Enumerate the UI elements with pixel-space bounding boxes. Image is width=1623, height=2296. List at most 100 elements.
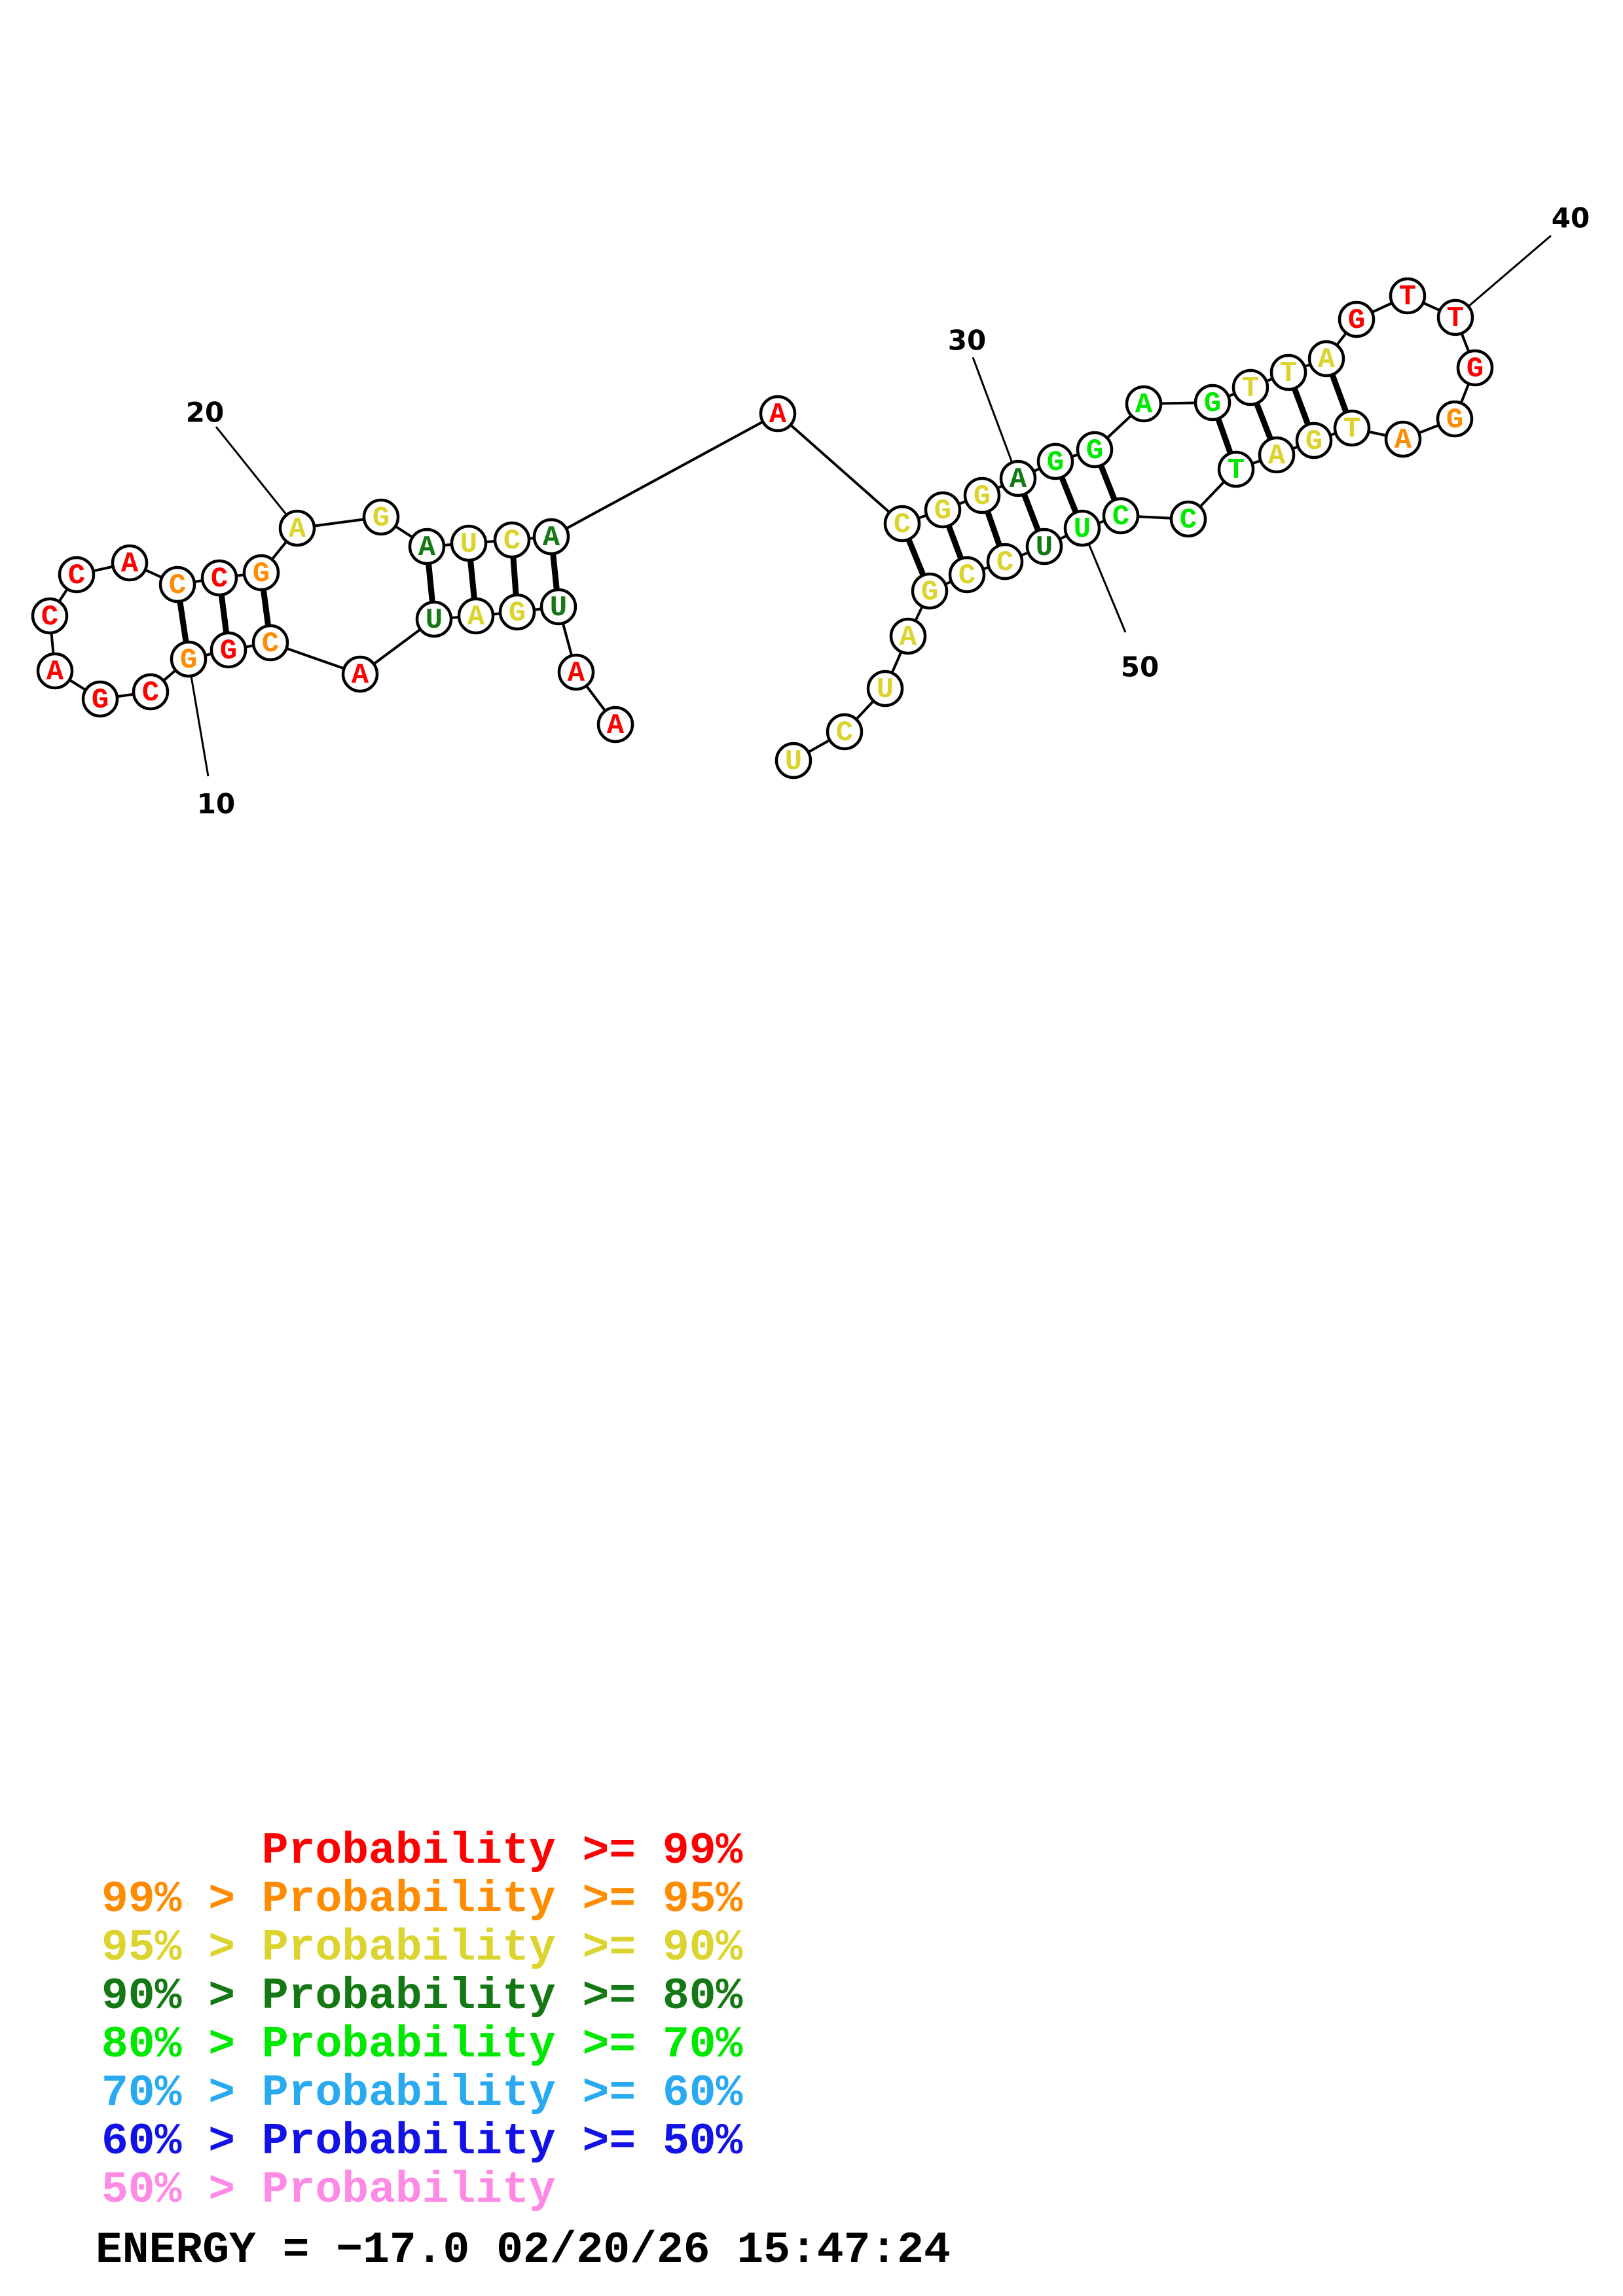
nucleotide-base: A <box>1318 344 1336 376</box>
position-label-line <box>1468 234 1552 308</box>
nucleotide-circle <box>1194 384 1231 422</box>
nucleotide-circle <box>1025 528 1063 565</box>
nucleotide-base: C <box>262 628 279 660</box>
nucleotide-circle <box>1456 349 1494 387</box>
nucleotide-circle <box>1389 277 1427 315</box>
nucleotide-base: T <box>1280 357 1297 390</box>
nucleotide-base: G <box>373 502 390 535</box>
nucleotide-base: C <box>211 563 228 596</box>
nucleotide-circle <box>889 617 927 655</box>
nucleotide-circle <box>210 631 247 669</box>
nucleotide-circle <box>1169 500 1207 538</box>
nucleotide-circle <box>81 680 119 718</box>
nucleotide-circle <box>242 554 280 592</box>
legend-row: Probability >= 99% <box>262 1826 743 1876</box>
nucleotide-base: U <box>877 673 894 706</box>
nucleotide-circle <box>450 524 488 562</box>
nucleotide-base: T <box>1343 413 1360 446</box>
sequence-position-label: 20 <box>186 397 224 429</box>
position-label-line <box>190 675 210 777</box>
nucleotide-circle <box>158 565 196 603</box>
nucleotide-base: A <box>418 531 436 564</box>
nucleotide-base: A <box>352 659 369 692</box>
energy-text: ENERGY = −17.0 02/20/26 15:47:24 <box>96 2225 951 2276</box>
nucleotide-base: T <box>1399 281 1416 314</box>
nucleotide-circle <box>1231 368 1269 406</box>
nucleotide-base: G <box>921 576 938 609</box>
nucleotide-circle <box>1125 385 1163 423</box>
nucleotide-circle <box>341 655 379 693</box>
nucleotide-circle <box>1217 450 1255 488</box>
nucleotide-circle <box>1333 409 1371 447</box>
nucleotide-base: A <box>769 399 787 431</box>
nucleotide-base: G <box>1047 446 1064 479</box>
nucleotide-circle <box>408 528 446 565</box>
nucleotide-base: G <box>509 597 526 630</box>
nucleotide-circle <box>1076 431 1114 469</box>
nucleotide-circle <box>31 597 69 635</box>
sequence-position-label: 10 <box>197 788 235 820</box>
nucleotide-base: C <box>503 525 520 558</box>
nucleotide-circle <box>826 713 864 751</box>
nucleotide-base: G <box>180 644 197 677</box>
nucleotide-base: C <box>68 560 85 592</box>
nucleotide-base: C <box>169 569 186 602</box>
probability-legend: Probability >= 99%99% > Probability >= 9… <box>101 1826 743 2215</box>
sequence-position-label: 50 <box>1121 651 1159 683</box>
nucleotide-base: U <box>785 745 802 778</box>
nucleotide-circle <box>170 640 208 678</box>
nucleotide-circle <box>924 491 962 529</box>
sequence-position-label: 30 <box>948 325 986 357</box>
nucleotide-circle <box>1384 420 1422 458</box>
nucleotide-base: A <box>121 548 139 581</box>
nucleotide-circle <box>532 518 570 556</box>
nucleotide-circle <box>278 509 316 547</box>
nucleotide-circle <box>111 544 149 582</box>
nucleotide-base: A <box>900 621 917 654</box>
nucleotide-base: U <box>426 604 443 637</box>
nucleotide-base: G <box>974 480 991 513</box>
nucleotide-circle <box>1258 436 1296 474</box>
nucleotide-base: G <box>253 558 270 590</box>
nucleotide-base: C <box>142 677 159 709</box>
nucleotide-circle <box>999 459 1037 497</box>
nucleotide-circle <box>251 624 289 662</box>
nucleotide-base: T <box>1242 372 1259 405</box>
nucleotide-base: U <box>1074 513 1091 546</box>
nucleotide-circle <box>1436 400 1474 438</box>
nucleotide-base: G <box>1305 425 1322 458</box>
nucleotide-base: G <box>1467 353 1484 386</box>
nucleotide-base: C <box>1180 504 1197 537</box>
nucleotide-circle <box>1436 298 1474 336</box>
nucleotide-circle <box>415 600 453 638</box>
backbone-segment <box>776 412 903 525</box>
nucleotide-circle <box>498 593 536 631</box>
nucleotide-base: A <box>1395 424 1412 457</box>
nucleotide-base: C <box>1112 501 1129 533</box>
nucleotide-circle <box>1307 340 1345 378</box>
nucleotide-base: G <box>1348 304 1365 337</box>
nucleotide-base: G <box>1446 404 1463 437</box>
nucleotide-circle <box>883 505 921 543</box>
nucleotide-base: A <box>543 522 560 554</box>
position-label-line <box>1087 543 1127 633</box>
nucleotide-circle <box>986 543 1024 581</box>
nucleotide-circle <box>759 395 797 433</box>
nucleotide-base: U <box>550 592 567 624</box>
legend-row: 70% > Probability >= 60% <box>101 2068 743 2119</box>
nucleotide-circle <box>1338 300 1376 338</box>
position-label-layer: 10 20 30 40 50 <box>186 202 1590 820</box>
nucleotide-base: A <box>467 601 485 634</box>
nucleotide-base: A <box>46 656 64 689</box>
nucleotide-circle <box>866 670 904 708</box>
nucleotide-circle <box>1102 497 1140 535</box>
nucleotide-base: G <box>220 635 237 668</box>
nucleotide-circle <box>36 652 74 690</box>
nucleotide-circle <box>58 556 96 594</box>
legend-row: 50% > Probability <box>101 2165 556 2215</box>
nucleotide-base: G <box>1086 435 1103 467</box>
nucleotide-circle <box>963 476 1001 514</box>
nucleotide-circle <box>1295 422 1333 459</box>
